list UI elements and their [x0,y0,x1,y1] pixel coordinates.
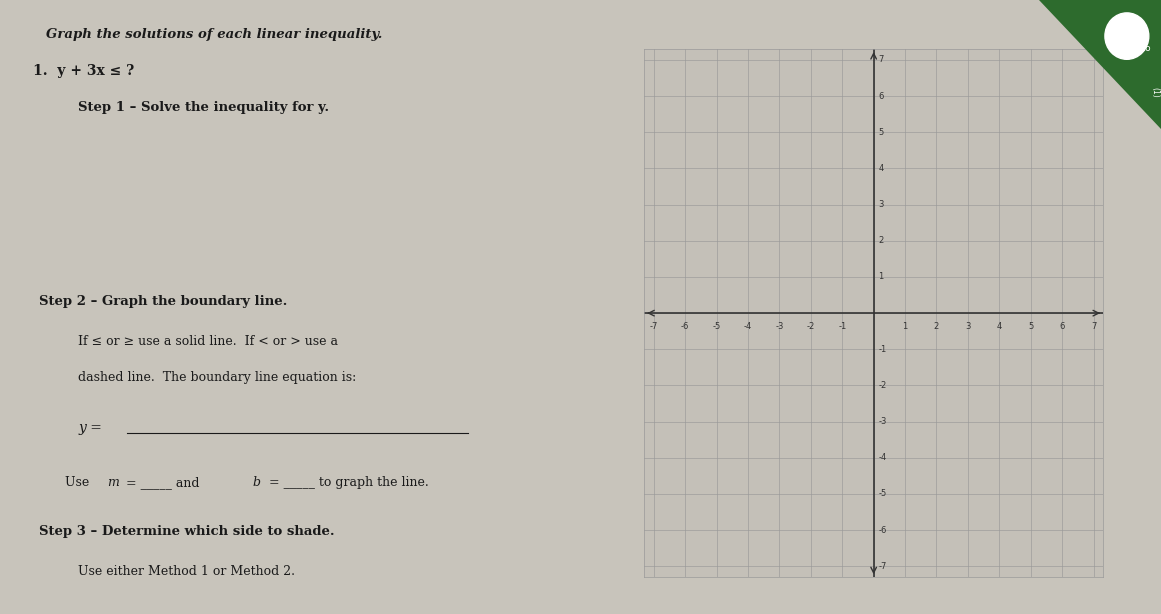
Text: -5: -5 [879,489,887,499]
Text: 1: 1 [879,273,884,281]
Text: -7: -7 [879,562,887,571]
Text: -6: -6 [879,526,887,535]
Text: -3: -3 [776,322,784,331]
Text: 6: 6 [1060,322,1065,331]
Text: 4: 4 [996,322,1002,331]
Text: Use either Method 1 or Method 2.: Use either Method 1 or Method 2. [78,565,295,578]
Text: 2: 2 [933,322,939,331]
Text: -7: -7 [650,322,658,331]
Text: If ≤ or ≥ use a solid line.  If < or > use a: If ≤ or ≥ use a solid line. If < or > us… [78,335,338,348]
Text: m: m [107,476,120,489]
Text: -2: -2 [879,381,887,390]
Text: -1: -1 [838,322,846,331]
Text: Step 2 – Graph the boundary line.: Step 2 – Graph the boundary line. [39,295,288,308]
Text: 1.  y + 3x ≤ ?: 1. y + 3x ≤ ? [33,64,134,79]
Text: Graph the solutions of each linear inequality.: Graph the solutions of each linear inequ… [45,28,382,41]
Text: 6: 6 [879,91,884,101]
Text: 7: 7 [1091,322,1096,331]
Text: Use: Use [65,476,93,489]
Text: -4: -4 [879,453,887,462]
Text: dashed line.  The boundary line equation is:: dashed line. The boundary line equation … [78,371,356,384]
Text: 5: 5 [879,128,884,137]
Text: Step 1 – Solve the inequality for y.: Step 1 – Solve the inequality for y. [78,101,330,114]
Text: -2: -2 [807,322,815,331]
Text: 3: 3 [879,200,884,209]
Text: -1: -1 [879,345,887,354]
Text: 1: 1 [902,322,908,331]
Text: y =: y = [78,421,107,435]
Text: b: b [252,476,260,489]
Text: 4: 4 [879,164,884,173]
Text: 2: 2 [879,236,884,246]
Text: Yo: Yo [1141,44,1152,53]
Circle shape [1105,13,1149,60]
Text: Step 3 – Determine which side to shade.: Step 3 – Determine which side to shade. [39,525,334,538]
Text: = _____ to graph the line.: = _____ to graph the line. [265,476,430,489]
Text: 5: 5 [1029,322,1033,331]
Text: -3: -3 [879,417,887,426]
Text: -4: -4 [744,322,752,331]
Text: -6: -6 [682,322,690,331]
Text: (1): (1) [1151,87,1160,98]
Text: 7: 7 [879,55,884,64]
Text: = _____ and: = _____ and [122,476,203,489]
Polygon shape [1039,0,1161,129]
Text: -5: -5 [713,322,721,331]
Text: 3: 3 [965,322,971,331]
